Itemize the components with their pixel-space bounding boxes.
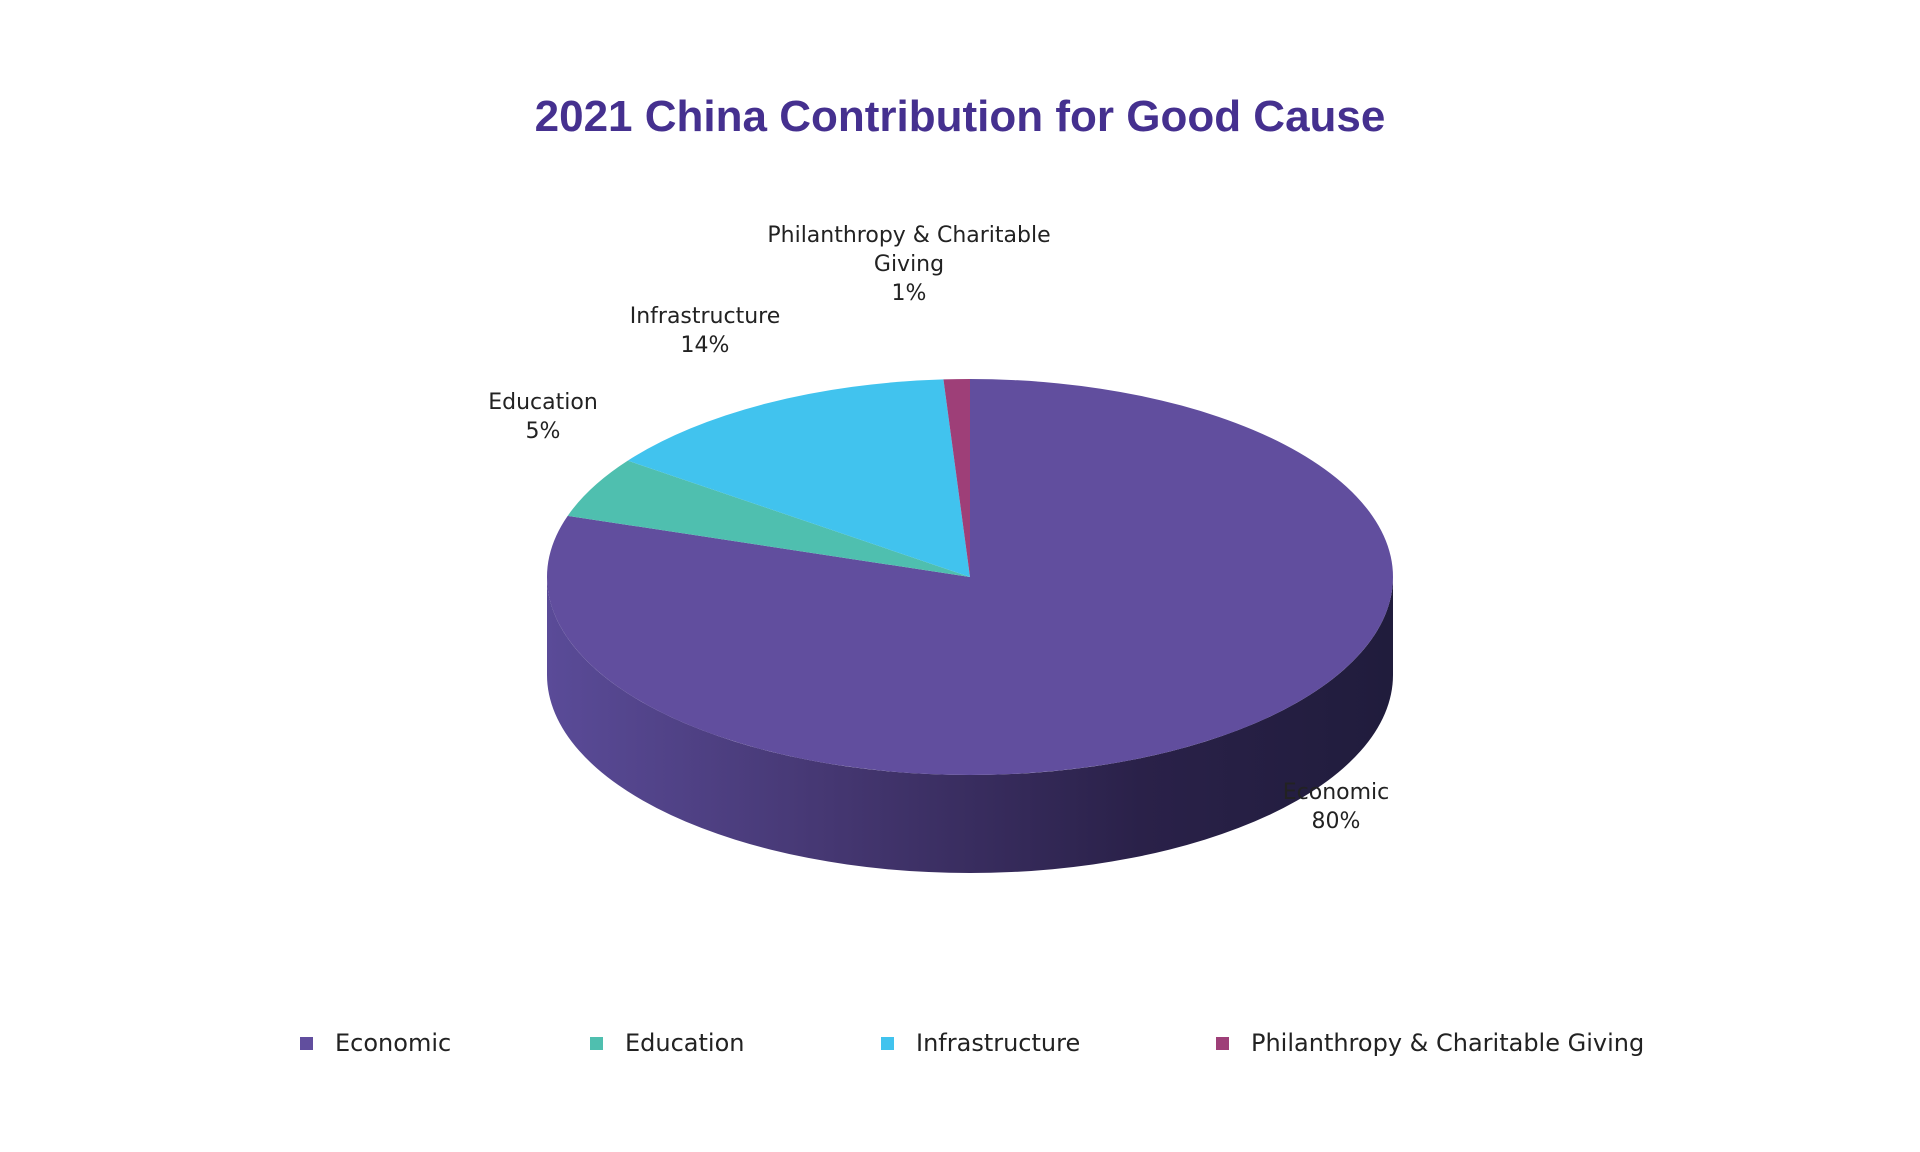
legend-label-infrastructure: Infrastructure (916, 1029, 1081, 1057)
legend-item-economic: Economic (300, 1026, 451, 1060)
pie-top (546, 379, 1393, 776)
legend-swatch-infrastructure (881, 1036, 894, 1050)
legend-label-education: Education (625, 1029, 745, 1057)
legend-swatch-economic (300, 1036, 313, 1050)
data-label-philanthropy: Philanthropy & Charitable Giving 1% (767, 223, 1050, 306)
legend-swatch-philanthropy (1216, 1036, 1229, 1050)
data-label-education: Education 5% (488, 390, 598, 444)
chart-title: 2021 China Contribution for Good Cause (534, 92, 1386, 141)
legend-label-economic: Economic (335, 1029, 452, 1057)
legend-item-philanthropy: Philanthropy & Charitable Giving (1216, 1026, 1644, 1060)
legend-swatch-education (590, 1036, 603, 1050)
legend: Economic Education Infrastructure Philan… (0, 1026, 1920, 1066)
pie-slice-infrastructure (627, 379, 970, 577)
pie-slice-education (567, 460, 970, 577)
legend-item-education: Education (590, 1026, 744, 1060)
data-label-infrastructure: Infrastructure 14% (630, 304, 781, 358)
pie-sides (547, 577, 1393, 873)
pie-side-economic (547, 577, 1393, 873)
legend-label-philanthropy: Philanthropy & Charitable Giving (1251, 1029, 1645, 1057)
pie-slice-philanthropy (943, 379, 970, 577)
legend-item-infrastructure: Infrastructure (881, 1026, 1080, 1060)
pie-labels: Economic 80% Education 5% Infrastructure 14%P… (488, 223, 1389, 834)
data-label-economic: Economic 80% (1283, 780, 1390, 834)
